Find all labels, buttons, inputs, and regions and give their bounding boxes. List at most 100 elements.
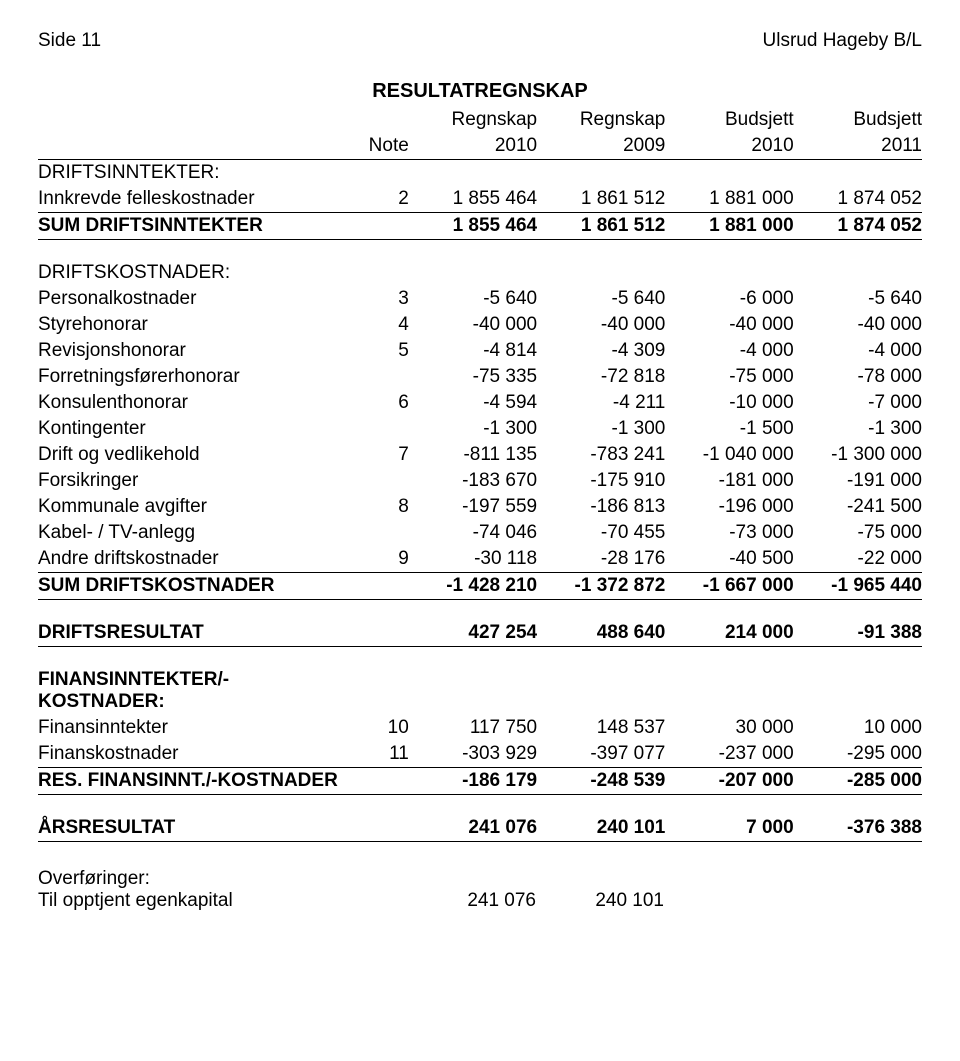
row-value: -78 000 <box>794 364 922 390</box>
row-note: 2 <box>349 186 409 213</box>
row-value: 240 101 <box>537 795 665 842</box>
row-label: Innkrevde felleskostnader <box>38 186 349 213</box>
row-label: Kabel- / TV-anlegg <box>38 520 349 546</box>
row-note: 3 <box>349 286 409 312</box>
row-label: Personalkostnader <box>38 286 349 312</box>
row-value: -191 000 <box>794 468 922 494</box>
row-value: -1 428 210 <box>409 573 537 600</box>
table-row: Forsikringer -183 670 -175 910 -181 000 … <box>38 468 922 494</box>
row-note: 8 <box>349 494 409 520</box>
row-value: -70 455 <box>537 520 665 546</box>
row-value: -1 300 <box>537 416 665 442</box>
row-value: -40 500 <box>665 546 793 573</box>
table-row: Andre driftskostnader 9 -30 118 -28 176 … <box>38 546 922 573</box>
row-value: 427 254 <box>409 600 537 647</box>
row-value: -7 000 <box>794 390 922 416</box>
row-note: 5 <box>349 338 409 364</box>
row-label: Kontingenter <box>38 416 349 442</box>
column-header-2: Note 2010 2009 2010 2011 <box>38 133 922 160</box>
table-row: Finanskostnader 11 -303 929 -397 077 -23… <box>38 741 922 768</box>
row-value: -40 000 <box>665 312 793 338</box>
row-value: -30 118 <box>409 546 537 573</box>
table-row: Kabel- / TV-anlegg -74 046 -70 455 -73 0… <box>38 520 922 546</box>
row-value: -6 000 <box>665 286 793 312</box>
row-note: 10 <box>349 715 409 741</box>
row-value: -376 388 <box>794 795 922 842</box>
row-value: 30 000 <box>665 715 793 741</box>
table-row: Drift og vedlikehold 7 -811 135 -783 241… <box>38 442 922 468</box>
row-value: -303 929 <box>409 741 537 768</box>
table-row: Forretningsførerhonorar -75 335 -72 818 … <box>38 364 922 390</box>
row-value: 1 861 512 <box>537 213 665 240</box>
header-right: Ulsrud Hageby B/L <box>763 30 922 52</box>
row-value: -73 000 <box>665 520 793 546</box>
row-value: -75 000 <box>665 364 793 390</box>
arsresultat-row: ÅRSRESULTAT 241 076 240 101 7 000 -376 3… <box>38 795 922 842</box>
row-label: Til opptjent egenkapital <box>38 890 348 912</box>
table-row: Konsulenthonorar 6 -4 594 -4 211 -10 000… <box>38 390 922 416</box>
table-row: Kontingenter -1 300 -1 300 -1 500 -1 300 <box>38 416 922 442</box>
row-value: -4 814 <box>409 338 537 364</box>
row-value: 488 640 <box>537 600 665 647</box>
row-label: Finanskostnader <box>38 741 349 768</box>
row-label: RES. FINANSINNT./-KOSTNADER <box>38 768 349 795</box>
row-value: -207 000 <box>665 768 793 795</box>
row-note: 6 <box>349 390 409 416</box>
row-value: -40 000 <box>409 312 537 338</box>
row-label: ÅRSRESULTAT <box>38 795 349 842</box>
table-row: Personalkostnader 3 -5 640 -5 640 -6 000… <box>38 286 922 312</box>
col-year-2: 2009 <box>537 133 665 160</box>
col-head-budsjett-1: Budsjett <box>665 107 793 133</box>
row-value: -1 500 <box>665 416 793 442</box>
section-title: Overføringer: <box>38 868 922 890</box>
overforinger-section: Overføringer: Til opptjent egenkapital 2… <box>38 868 922 912</box>
row-value: 148 537 <box>537 715 665 741</box>
row-note: 7 <box>349 442 409 468</box>
row-label: SUM DRIFTSINNTEKTER <box>38 213 349 240</box>
row-value: -72 818 <box>537 364 665 390</box>
result-table: Regnskap Regnskap Budsjett Budsjett Note… <box>38 107 922 842</box>
table-row: Til opptjent egenkapital 241 076 240 101 <box>38 890 922 912</box>
row-value: -4 000 <box>665 338 793 364</box>
row-label: DRIFTSRESULTAT <box>38 600 349 647</box>
table-row: Revisjonshonorar 5 -4 814 -4 309 -4 000 … <box>38 338 922 364</box>
row-value: -4 594 <box>409 390 537 416</box>
row-value: -4 309 <box>537 338 665 364</box>
row-label: Drift og vedlikehold <box>38 442 349 468</box>
row-value: 7 000 <box>665 795 793 842</box>
row-value: -22 000 <box>794 546 922 573</box>
row-value: -397 077 <box>537 741 665 768</box>
row-label: Finansinntekter <box>38 715 349 741</box>
row-note: 11 <box>349 741 409 768</box>
row-value: -197 559 <box>409 494 537 520</box>
row-value: -5 640 <box>537 286 665 312</box>
row-value: -237 000 <box>665 741 793 768</box>
row-value: -4 000 <box>794 338 922 364</box>
sum-row: SUM DRIFTSKOSTNADER -1 428 210 -1 372 87… <box>38 573 922 600</box>
row-value: -75 335 <box>409 364 537 390</box>
row-value: -186 179 <box>409 768 537 795</box>
row-value: -295 000 <box>794 741 922 768</box>
row-value: 240 101 <box>536 890 664 912</box>
row-value: -175 910 <box>537 468 665 494</box>
table-row: Innkrevde felleskostnader 2 1 855 464 1 … <box>38 186 922 213</box>
section-finans: FINANSINNTEKTER/-KOSTNADER: <box>38 647 922 716</box>
table-row: Styrehonorar 4 -40 000 -40 000 -40 000 -… <box>38 312 922 338</box>
row-value: -811 135 <box>409 442 537 468</box>
sum-row: SUM DRIFTSINNTEKTER 1 855 464 1 861 512 … <box>38 213 922 240</box>
row-value: 1 855 464 <box>409 213 537 240</box>
row-value: 1 874 052 <box>794 213 922 240</box>
row-value: -1 667 000 <box>665 573 793 600</box>
row-value: 241 076 <box>408 890 536 912</box>
row-label: Revisjonshonorar <box>38 338 349 364</box>
row-label: Konsulenthonorar <box>38 390 349 416</box>
row-value: -183 670 <box>409 468 537 494</box>
section-driftsinntekter: DRIFTSINNTEKTER: <box>38 160 922 187</box>
row-value: 1 855 464 <box>409 186 537 213</box>
table-row: Kommunale avgifter 8 -197 559 -186 813 -… <box>38 494 922 520</box>
row-value: -186 813 <box>537 494 665 520</box>
row-note: 4 <box>349 312 409 338</box>
row-value: 10 000 <box>794 715 922 741</box>
row-value: -74 046 <box>409 520 537 546</box>
row-label: Forsikringer <box>38 468 349 494</box>
